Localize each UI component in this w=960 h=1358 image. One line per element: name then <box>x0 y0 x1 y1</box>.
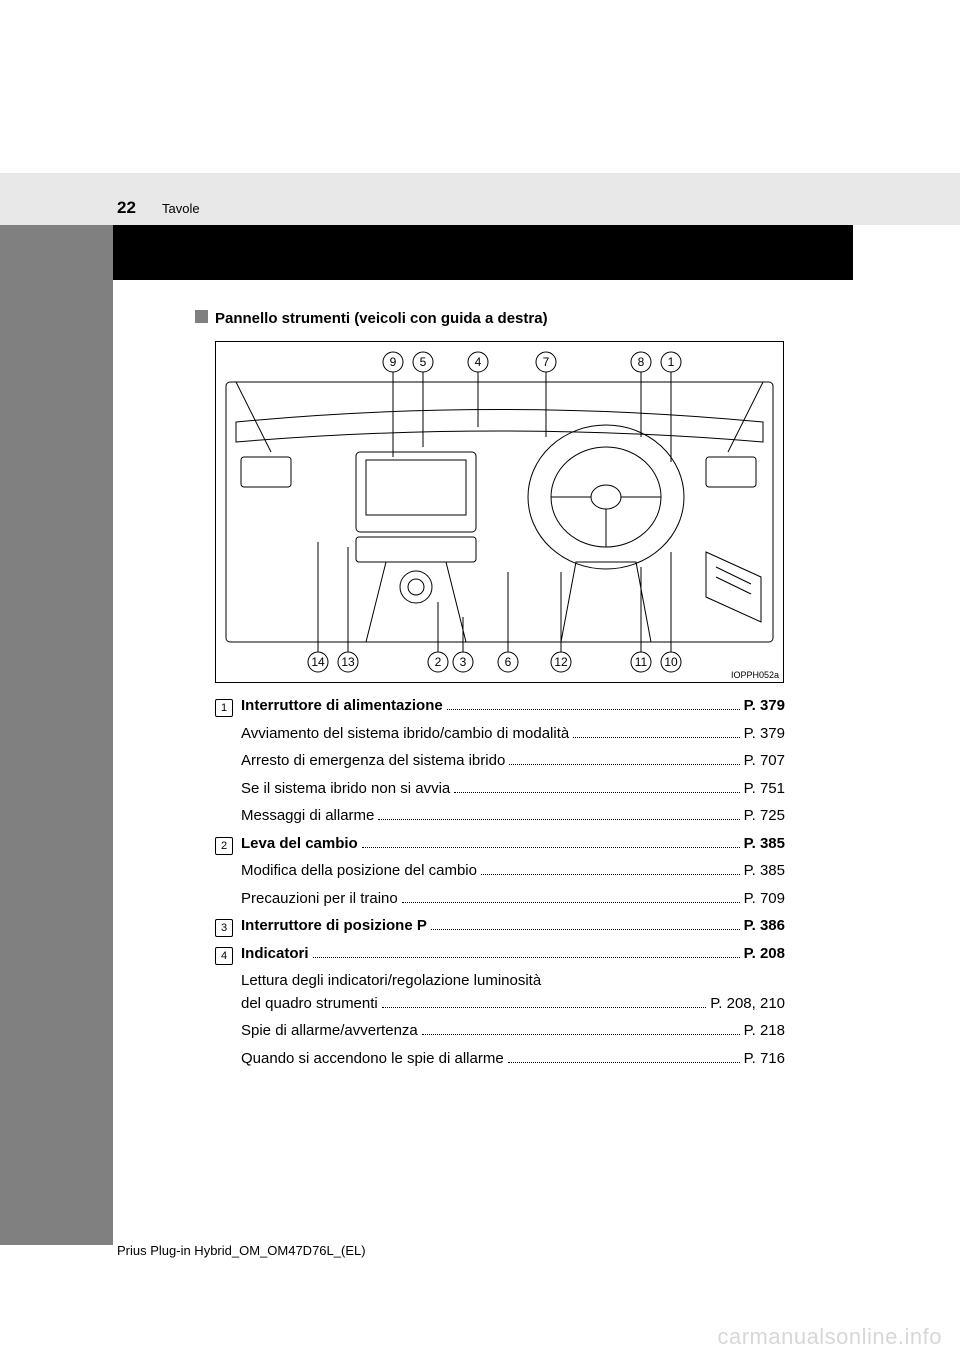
leader-dots <box>402 902 740 903</box>
callout-4: 4 <box>468 352 488 427</box>
callout-5: 5 <box>413 352 433 447</box>
leader-dots <box>382 1007 706 1008</box>
entry-label: Arresto di emergenza del sistema ibrido <box>241 750 505 773</box>
figure-id: IOPPH052a <box>731 670 779 680</box>
svg-text:12: 12 <box>554 655 568 669</box>
page-ref: P. 751 <box>744 778 785 801</box>
svg-text:11: 11 <box>635 655 648 669</box>
entry-label: Spie di allarme/avvertenza <box>241 1020 418 1043</box>
callout-1: 1 <box>661 352 681 462</box>
page-ref: P. 386 <box>744 915 785 938</box>
content-list: 1 Interruttore di alimentazione P. 379 A… <box>215 695 785 1075</box>
svg-text:2: 2 <box>435 655 442 669</box>
page-ref: P. 208 <box>744 943 785 966</box>
page-ref: P. 379 <box>744 723 785 746</box>
subheading: Pannello strumenti (veicoli con guida a … <box>215 310 548 327</box>
entry-num-icon: 3 <box>215 919 233 937</box>
callout-2: 2 <box>428 602 448 672</box>
svg-text:5: 5 <box>420 355 427 369</box>
entry-label: Lettura degli indicatori/regolazione lum… <box>241 970 541 993</box>
entry-label: Interruttore di alimentazione <box>241 695 443 718</box>
page-ref: P. 716 <box>744 1048 785 1071</box>
callout-7: 7 <box>536 352 556 437</box>
leader-dots <box>573 737 739 738</box>
leader-dots <box>454 792 739 793</box>
svg-text:7: 7 <box>543 355 550 369</box>
left-sidebar <box>0 225 113 1245</box>
footer-text: Prius Plug-in Hybrid_OM_OM47D76L_(EL) <box>117 1243 366 1258</box>
svg-text:14: 14 <box>311 655 325 669</box>
svg-text:6: 6 <box>505 655 512 669</box>
watermark: carmanualsonline.info <box>717 1324 942 1350</box>
header-band <box>0 173 960 225</box>
entry-label: Se il sistema ibrido non si avvia <box>241 778 450 801</box>
callouts-top: 9 5 4 7 8 1 <box>383 352 681 462</box>
callout-9: 9 <box>383 352 403 457</box>
entry-label: Precauzioni per il traino <box>241 888 398 911</box>
callout-13: 13 <box>338 547 358 672</box>
entry-num-icon: 1 <box>215 699 233 717</box>
page-ref: P. 709 <box>744 888 785 911</box>
svg-text:4: 4 <box>475 355 482 369</box>
callout-6: 6 <box>498 572 518 672</box>
page-ref: P. 218 <box>744 1020 785 1043</box>
leader-dots <box>447 709 740 710</box>
page-ref: P. 725 <box>744 805 785 828</box>
svg-text:1: 1 <box>668 355 675 369</box>
leader-dots <box>313 957 740 958</box>
page-ref: P. 385 <box>744 860 785 883</box>
leader-dots <box>431 929 740 930</box>
entry-label: Leva del cambio <box>241 833 358 856</box>
entry-label: Quando si accendono le spie di allarme <box>241 1048 504 1071</box>
entry-num-icon: 4 <box>215 947 233 965</box>
section-title: Tavole <box>162 201 200 216</box>
svg-text:9: 9 <box>390 355 397 369</box>
page-ref: P. 208, 210 <box>710 993 785 1016</box>
leader-dots <box>509 764 739 765</box>
svg-text:3: 3 <box>460 655 467 669</box>
entry-4: 4 Indicatori P. 208 Lettura degli indica… <box>215 943 785 1071</box>
entry-label: Indicatori <box>241 943 309 966</box>
entry-label: Modifica della posizione del cambio <box>241 860 477 883</box>
page-ref: P. 379 <box>744 695 785 718</box>
manual-page: 22 Tavole Pannello strumenti (veicoli co… <box>0 0 960 1358</box>
page-ref: P. 385 <box>744 833 785 856</box>
leader-dots <box>362 847 740 848</box>
svg-text:10: 10 <box>664 655 678 669</box>
leader-dots <box>481 874 740 875</box>
dashboard-figure: 9 5 4 7 8 1 14 13 2 3 6 12 11 10 IOPPH05… <box>215 341 784 683</box>
callout-11: 11 <box>631 567 651 672</box>
entry-label: Avviamento del sistema ibrido/cambio di … <box>241 723 569 746</box>
entry-2: 2 Leva del cambio P. 385 Modifica della … <box>215 833 785 911</box>
entry-label: del quadro strumenti <box>241 993 378 1016</box>
callout-14: 14 <box>308 542 328 672</box>
page-ref: P. 707 <box>744 750 785 773</box>
entry-label: Interruttore di posizione P <box>241 915 427 938</box>
svg-text:8: 8 <box>638 355 645 369</box>
leader-dots <box>422 1034 740 1035</box>
leader-dots <box>508 1062 740 1063</box>
callout-12: 12 <box>551 572 571 672</box>
leader-dots <box>378 819 739 820</box>
subheading-marker-icon <box>195 310 208 323</box>
entry-1: 1 Interruttore di alimentazione P. 379 A… <box>215 695 785 828</box>
callout-3: 3 <box>453 617 473 672</box>
entry-3: 3 Interruttore di posizione P P. 386 <box>215 915 785 938</box>
page-number: 22 <box>117 198 136 218</box>
svg-text:13: 13 <box>341 655 355 669</box>
chapter-band <box>113 225 853 280</box>
entry-label: Messaggi di allarme <box>241 805 374 828</box>
entry-num-icon: 2 <box>215 837 233 855</box>
callout-10: 10 <box>661 552 681 672</box>
callout-8: 8 <box>631 352 651 437</box>
